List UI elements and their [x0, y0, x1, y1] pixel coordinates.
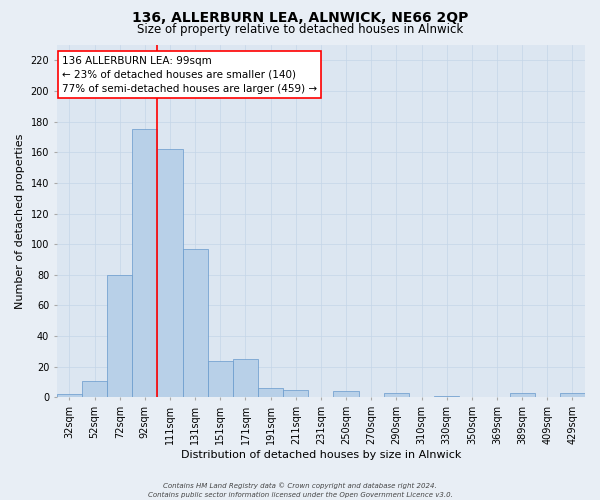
Text: 136 ALLERBURN LEA: 99sqm
← 23% of detached houses are smaller (140)
77% of semi-: 136 ALLERBURN LEA: 99sqm ← 23% of detach… — [62, 56, 317, 94]
Bar — [132, 130, 157, 398]
Bar — [82, 380, 107, 398]
Bar — [182, 249, 208, 398]
Text: 136, ALLERBURN LEA, ALNWICK, NE66 2QP: 136, ALLERBURN LEA, ALNWICK, NE66 2QP — [132, 11, 468, 25]
Bar — [57, 394, 82, 398]
Bar — [509, 393, 535, 398]
Bar — [434, 396, 459, 398]
Bar — [157, 149, 182, 398]
Bar — [283, 390, 308, 398]
Bar — [560, 393, 585, 398]
Bar — [208, 360, 233, 398]
X-axis label: Distribution of detached houses by size in Alnwick: Distribution of detached houses by size … — [181, 450, 461, 460]
Y-axis label: Number of detached properties: Number of detached properties — [15, 134, 25, 309]
Bar — [258, 388, 283, 398]
Text: Contains HM Land Registry data © Crown copyright and database right 2024.
Contai: Contains HM Land Registry data © Crown c… — [148, 482, 452, 498]
Bar — [334, 392, 359, 398]
Text: Size of property relative to detached houses in Alnwick: Size of property relative to detached ho… — [137, 22, 463, 36]
Bar — [233, 359, 258, 398]
Bar — [107, 275, 132, 398]
Bar — [384, 393, 409, 398]
